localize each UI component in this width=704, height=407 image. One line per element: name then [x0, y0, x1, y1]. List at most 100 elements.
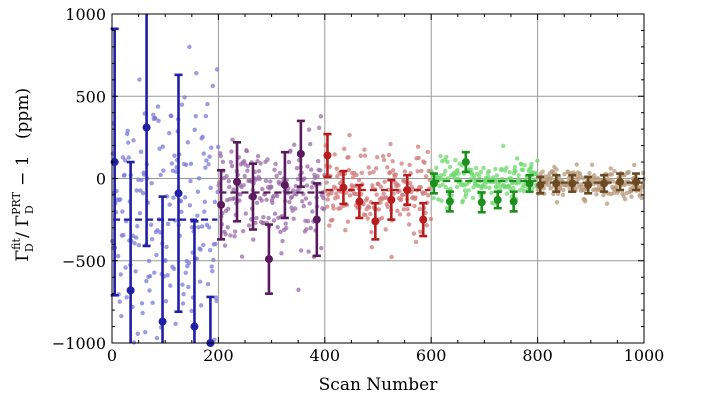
- scatter-point: [489, 190, 494, 196]
- binned-point: [190, 322, 199, 331]
- binned-point: [632, 177, 641, 186]
- binned-point: [525, 179, 534, 188]
- binned-point: [280, 181, 289, 190]
- scatter-point: [431, 196, 436, 201]
- scatter-point: [123, 265, 128, 270]
- scatter-point: [306, 249, 311, 254]
- scatter-point: [418, 185, 424, 190]
- binned-point: [568, 179, 577, 188]
- scatter-point: [271, 218, 277, 223]
- binned-point: [387, 195, 396, 204]
- scatter-point: [149, 237, 155, 242]
- scatter-point: [416, 155, 421, 161]
- scatter-point: [382, 179, 387, 184]
- scatter-point: [287, 199, 292, 205]
- scatter-point: [209, 264, 214, 269]
- scatter-point: [466, 188, 471, 193]
- scatter-point: [144, 278, 149, 284]
- scatter-point: [135, 331, 141, 337]
- scatter-point: [422, 160, 427, 165]
- scatter-point: [579, 184, 585, 190]
- scatter-point: [389, 254, 394, 260]
- scatter-point: [445, 159, 450, 164]
- scatter-point: [255, 158, 260, 164]
- scatter-point: [629, 194, 634, 199]
- scatter-point: [171, 266, 177, 272]
- scatter-point: [587, 170, 592, 176]
- scatter-point: [131, 138, 136, 143]
- scatter-point: [379, 215, 385, 221]
- scatter-point: [180, 282, 185, 287]
- scatter-point: [188, 161, 194, 167]
- scatter-point: [369, 244, 375, 250]
- scatter-point: [306, 127, 312, 132]
- scatter-point: [160, 144, 166, 149]
- scatter-point: [512, 164, 518, 170]
- scatter-point: [471, 173, 477, 179]
- scatter-point: [460, 198, 466, 203]
- scatter-point: [400, 192, 405, 198]
- scatter-point: [246, 223, 252, 228]
- scatter-point: [335, 174, 340, 179]
- scatter-point: [122, 157, 128, 163]
- scatter-point: [139, 301, 145, 306]
- scatter-point: [133, 269, 138, 274]
- scatter-point: [378, 184, 384, 189]
- scatter-point: [227, 196, 233, 202]
- scatter-point: [169, 113, 174, 119]
- scatter-point: [440, 182, 445, 187]
- scatter-point: [454, 184, 460, 190]
- scatter-point: [481, 165, 486, 171]
- scatter-point: [198, 303, 204, 308]
- scatter-point: [293, 206, 298, 211]
- scatter-point: [445, 176, 451, 181]
- scatter-point: [147, 273, 153, 279]
- scatter-point: [227, 184, 232, 190]
- scatter-point: [395, 208, 400, 213]
- scatter-point: [131, 340, 137, 345]
- scatter-point: [274, 193, 280, 199]
- scatter-point: [422, 190, 428, 196]
- binned-point: [403, 186, 412, 195]
- scatter-point: [393, 172, 399, 177]
- scatter-point: [387, 170, 393, 175]
- scatter-point: [279, 251, 284, 256]
- binned-point: [600, 179, 609, 188]
- scatter-point: [447, 164, 453, 170]
- scatter-point: [265, 157, 270, 162]
- scatter-point: [346, 154, 351, 160]
- scatter-point: [182, 195, 188, 200]
- scatter-point: [398, 197, 404, 202]
- scatter-point: [405, 207, 410, 212]
- scatter-point: [463, 191, 469, 196]
- scatter-point: [365, 216, 370, 221]
- scatter-point: [125, 128, 130, 134]
- scatter-point: [562, 171, 567, 177]
- binned-point: [174, 189, 183, 198]
- scatter-point: [406, 222, 412, 227]
- scatter-point: [278, 229, 283, 235]
- binned-point: [355, 197, 364, 206]
- scatter-point: [260, 186, 265, 192]
- scatter-point: [406, 212, 411, 217]
- scatter-point: [138, 149, 144, 154]
- binned-point: [584, 181, 593, 190]
- scatter-point: [494, 173, 500, 178]
- scatter-point: [444, 154, 449, 160]
- scatter-point: [513, 169, 518, 174]
- scatter-point: [560, 192, 566, 198]
- scatter-point: [126, 140, 131, 145]
- scatter-point: [318, 114, 324, 119]
- scatter-point: [258, 161, 263, 166]
- scatter-point: [155, 104, 161, 109]
- axis-ticks: 0 200 400 600 800 1000 −1000 −500 0 500 1000: [52, 5, 664, 365]
- scatter-point: [139, 177, 144, 183]
- scatter-point: [195, 189, 201, 194]
- scatter-point: [368, 211, 373, 217]
- scatter-point: [165, 272, 170, 278]
- scatter-point: [185, 140, 191, 145]
- scatter-point: [375, 154, 380, 160]
- scatter-point: [315, 174, 320, 179]
- scatter-point: [428, 216, 434, 222]
- scatter-point: [157, 146, 162, 151]
